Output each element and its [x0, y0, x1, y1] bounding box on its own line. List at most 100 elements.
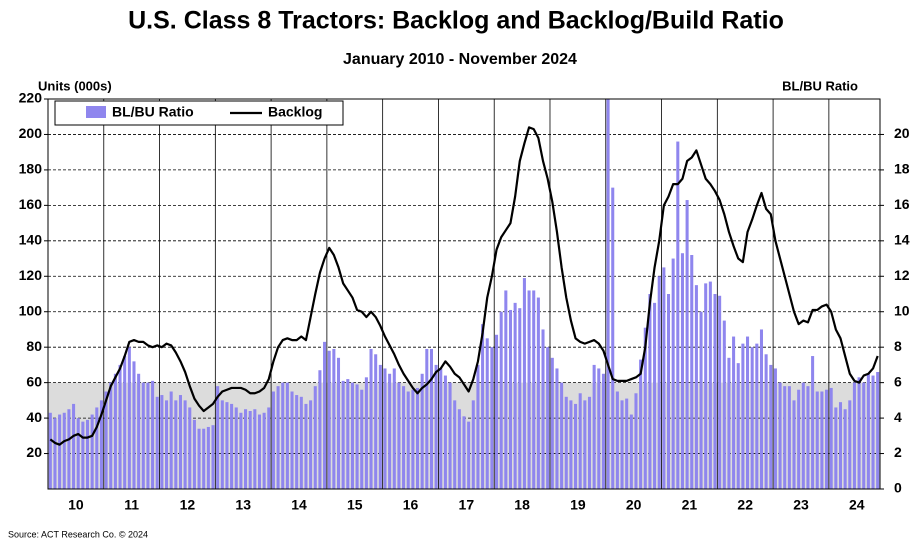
- bar: [402, 386, 406, 489]
- x-tick-label: 12: [180, 497, 196, 513]
- bar: [462, 416, 466, 489]
- bar: [160, 395, 164, 489]
- bar: [429, 348, 433, 489]
- bar: [48, 412, 52, 489]
- bar: [727, 357, 731, 489]
- bar: [866, 373, 870, 489]
- y2-tick-label: 18: [894, 161, 910, 177]
- x-tick-label: 23: [793, 497, 809, 513]
- bar: [434, 364, 438, 489]
- y-tick-label: 40: [26, 409, 42, 425]
- y2-tick-label: 8: [894, 338, 902, 354]
- y-tick-label: 140: [19, 232, 43, 248]
- bar: [397, 382, 401, 489]
- x-tick-label: 18: [514, 497, 530, 513]
- bar: [694, 285, 698, 489]
- bar: [722, 320, 726, 489]
- bar: [759, 329, 763, 489]
- bar: [364, 377, 368, 489]
- bar: [811, 356, 815, 489]
- bar: [476, 364, 480, 489]
- bar: [355, 384, 359, 489]
- bar: [787, 386, 791, 489]
- bar: [151, 380, 155, 489]
- bar: [62, 412, 66, 489]
- bar: [327, 350, 331, 489]
- bar: [499, 311, 503, 489]
- bar: [178, 395, 182, 489]
- bar: [639, 359, 643, 489]
- bar: [369, 348, 373, 489]
- bar: [67, 409, 71, 489]
- bar: [388, 373, 392, 489]
- y-tick-label: 80: [26, 338, 42, 354]
- x-tick-label: 17: [459, 497, 475, 513]
- bar: [341, 380, 345, 489]
- bar: [378, 364, 382, 489]
- bar: [295, 395, 299, 489]
- bar: [127, 347, 131, 489]
- bar: [490, 347, 494, 489]
- bar: [857, 377, 861, 489]
- bar: [453, 400, 457, 489]
- y-tick-label: 180: [19, 161, 43, 177]
- bar: [592, 364, 596, 489]
- x-tick-label: 14: [291, 497, 307, 513]
- bar: [188, 407, 192, 489]
- bar: [657, 276, 661, 489]
- bar: [564, 396, 568, 489]
- legend-label: Backlog: [268, 104, 322, 120]
- bar: [72, 403, 76, 489]
- bar: [699, 311, 703, 489]
- bar: [81, 421, 85, 489]
- y2-tick-label: 0: [894, 480, 902, 496]
- bar: [625, 398, 629, 489]
- bar: [778, 382, 782, 489]
- bar: [271, 391, 275, 489]
- bar: [569, 400, 573, 489]
- bar: [318, 370, 322, 489]
- y-axis-label: Units (000s): [38, 78, 112, 93]
- bar: [85, 419, 90, 489]
- x-tick-label: 15: [347, 497, 363, 513]
- y2-tick-label: 14: [894, 232, 910, 248]
- bar: [606, 99, 610, 489]
- bar: [620, 400, 624, 489]
- bar: [741, 343, 745, 489]
- bar: [141, 382, 145, 489]
- bar: [792, 400, 796, 489]
- bar: [104, 391, 108, 489]
- bar: [508, 309, 513, 489]
- y-tick-label: 220: [19, 90, 43, 106]
- plot-frame: [47, 98, 881, 490]
- bar: [202, 428, 206, 489]
- y2-tick-label: 12: [894, 267, 910, 283]
- bar: [360, 389, 364, 489]
- bar: [690, 255, 694, 489]
- bar: [648, 294, 652, 489]
- y2-tick-label: 4: [894, 409, 902, 425]
- bar: [685, 200, 689, 489]
- bar: [113, 373, 117, 489]
- y-tick-label: 160: [19, 196, 43, 212]
- x-tick-label: 13: [235, 497, 251, 513]
- source-note: Source: ACT Research Co. © 2024: [8, 529, 148, 539]
- bar: [220, 400, 224, 489]
- bar: [560, 382, 564, 489]
- y2-tick-label: 2: [894, 444, 902, 460]
- bar: [211, 425, 215, 489]
- bar: [285, 382, 289, 489]
- bar: [332, 348, 336, 489]
- bar: [262, 412, 266, 489]
- bar: [192, 419, 196, 489]
- bar: [504, 290, 508, 489]
- legend-swatch: [86, 106, 106, 118]
- x-tick-label: 22: [737, 497, 753, 513]
- bar: [797, 389, 801, 489]
- bar: [629, 414, 633, 489]
- bar: [750, 347, 754, 489]
- bar: [662, 267, 666, 489]
- x-tick-label: 24: [849, 497, 865, 513]
- bar: [137, 373, 141, 489]
- bar: [583, 400, 587, 489]
